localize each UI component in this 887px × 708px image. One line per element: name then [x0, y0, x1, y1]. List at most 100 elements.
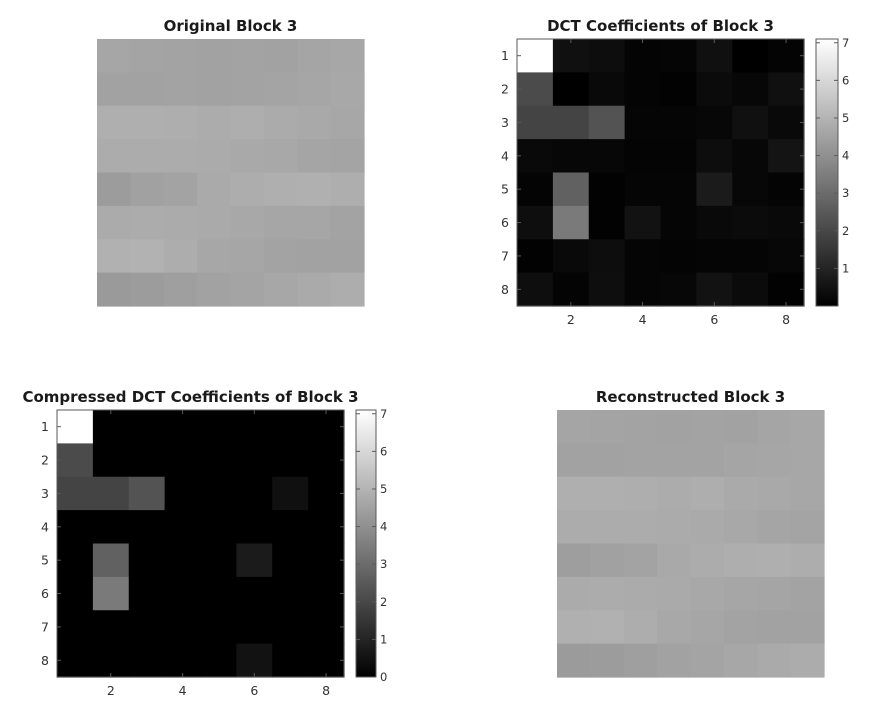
heatmap-cell-r2-c4	[164, 443, 202, 478]
heatmap-cell-r2-c7	[732, 72, 769, 107]
x-tick-label: 4	[179, 683, 187, 698]
panel-original-block: Original Block 3	[97, 17, 365, 307]
heatmap-cell-r7-c6	[236, 610, 273, 645]
heatmap-cell-r2-c1	[57, 443, 94, 478]
heatmap-cell-r7-c8	[790, 610, 825, 645]
heatmap-cell-r7-c3	[623, 610, 658, 645]
heatmap-cell-r6-c5	[690, 576, 725, 611]
heatmap-cell-r7-c7	[732, 239, 769, 274]
colorbar-tick-label: 7	[842, 36, 849, 50]
heatmap-cell-r5-c4	[624, 172, 662, 207]
heatmap-cell-r8-c7	[272, 643, 309, 678]
heatmap-cell-r3-c4	[164, 476, 202, 511]
heatmap-original	[97, 39, 365, 307]
heatmap-cell-r1-c2	[552, 39, 590, 73]
heatmap-cell-r7-c4	[624, 239, 662, 274]
y-tick-label: 1	[501, 48, 509, 63]
heatmap-cell-r5-c8	[790, 543, 825, 578]
heatmap-cell-r4-c7	[272, 510, 309, 545]
y-tick-label: 8	[501, 282, 509, 297]
heatmap-cell-r4-c3	[588, 139, 626, 174]
heatmap-cell-r4-c7	[297, 139, 332, 174]
heatmap-cell-r5-c5	[660, 172, 697, 207]
heatmap-cell-r6-c1	[557, 576, 591, 611]
heatmap-cell-r3-c1	[57, 476, 94, 511]
heatmap-cell-r4-c4	[657, 510, 692, 545]
heatmap-cell-r6-c3	[163, 205, 198, 240]
heatmap-cell-r6-c1	[97, 205, 131, 240]
heatmap-cell-r1-c7	[757, 410, 792, 444]
heatmap-cell-r7-c5	[230, 239, 265, 274]
heatmap-cell-r1-c6	[723, 410, 758, 444]
heatmap-cell-r3-c8	[330, 105, 365, 140]
heatmap-cell-r6-c6	[263, 205, 298, 240]
heatmap-cell-r7-c5	[660, 239, 697, 274]
y-tick-label: 4	[501, 148, 509, 163]
heatmap-cell-r4-c3	[128, 510, 166, 545]
heatmap-cell-r6-c8	[308, 576, 345, 611]
heatmap-cell-r6-c2	[130, 205, 165, 240]
heatmap-cell-r5-c7	[272, 543, 309, 578]
heatmap-cell-r2-c6	[696, 72, 733, 107]
heatmap-cell-r4-c6	[263, 139, 298, 174]
heatmap-cell-r8-c6	[236, 643, 273, 678]
heatmap-cell-r8-c6	[263, 272, 298, 307]
heatmap-cell-r5-c4	[197, 172, 232, 207]
heatmap-cell-r6-c4	[624, 205, 662, 240]
heatmap-cell-r7-c1	[517, 239, 554, 274]
colorbar-tick-label: 7	[380, 407, 387, 421]
heatmap-cell-r4-c1	[97, 139, 131, 174]
colorbar-tick-label: 1	[380, 632, 387, 646]
colorbar-tick-label: 3	[842, 186, 849, 200]
heatmap-cell-r3-c7	[272, 476, 309, 511]
heatmap-cell-r1-c4	[197, 39, 232, 73]
heatmap-cell-r6-c4	[197, 205, 232, 240]
heatmap-cell-r8-c6	[696, 272, 733, 307]
heatmap-cell-r5-c1	[97, 172, 131, 207]
heatmap-cell-r3-c5	[230, 105, 265, 140]
heatmap-cell-r1-c7	[297, 39, 332, 73]
heatmap-cell-r6-c1	[517, 205, 554, 240]
heatmap-cell-r8-c8	[308, 643, 345, 678]
heatmap-cell-r2-c8	[768, 72, 805, 107]
x-tick-label: 8	[322, 683, 330, 698]
heatmap-cell-r1-c1	[557, 410, 591, 444]
heatmap-cell-r8-c1	[557, 643, 591, 678]
heatmap-cell-r7-c8	[308, 610, 345, 645]
colorbar-tick-label: 2	[380, 595, 387, 609]
heatmap-cell-r5-c7	[732, 172, 769, 207]
heatmap-cell-r6-c7	[757, 576, 792, 611]
heatmap-cell-r5-c6	[263, 172, 298, 207]
heatmap-cell-r3-c3	[163, 105, 198, 140]
heatmap-cell-r3-c3	[128, 476, 166, 511]
heatmap-cell-r4-c6	[723, 510, 758, 545]
heatmap-cell-r8-c1	[57, 643, 94, 678]
axes-frame	[56, 409, 345, 678]
heatmap-cell-r2-c1	[557, 443, 591, 478]
colorbar-frame	[355, 409, 377, 678]
y-tick-label: 3	[41, 486, 49, 501]
heatmap-cell-r3-c8	[790, 476, 825, 511]
heatmap-cell-r8-c2	[590, 643, 625, 678]
heatmap-cell-r5-c5	[200, 543, 237, 578]
y-tick-label: 5	[501, 182, 509, 197]
heatmap-cell-r1-c3	[623, 410, 658, 444]
y-tick-label: 1	[41, 419, 49, 434]
heatmap-cell-r7-c1	[557, 610, 591, 645]
heatmap-cell-r6-c7	[272, 576, 309, 611]
heatmap-cell-r4-c7	[757, 510, 792, 545]
heatmap-cell-r1-c5	[200, 410, 237, 444]
heatmap-cell-r5-c6	[696, 172, 733, 207]
heatmap-cell-r6-c6	[723, 576, 758, 611]
heatmap-cell-r2-c7	[297, 72, 332, 107]
heatmap-cell-r4-c7	[732, 139, 769, 174]
heatmap-cell-r6-c2	[92, 576, 130, 611]
heatmap-cell-r2-c1	[517, 72, 554, 107]
panel-reconstructed-block: Reconstructed Block 3	[557, 388, 825, 678]
heatmap-cell-r4-c8	[768, 139, 805, 174]
heatmap-cell-r5-c8	[768, 172, 805, 207]
heatmap-cell-r4-c4	[197, 139, 232, 174]
heatmap-cell-r2-c8	[330, 72, 365, 107]
heatmap-cell-r1-c6	[696, 39, 733, 73]
heatmap-cell-r3-c8	[308, 476, 345, 511]
